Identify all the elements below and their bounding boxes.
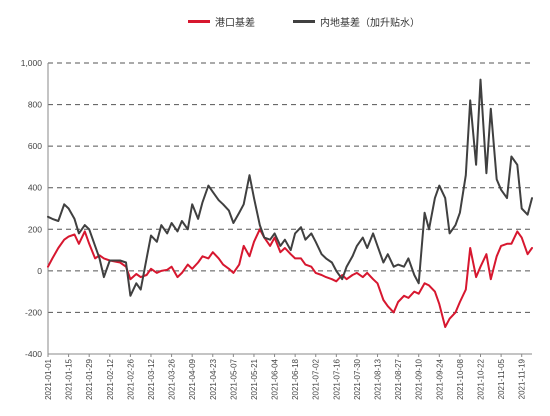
x-tick-label: 2021-08-13 bbox=[374, 358, 383, 399]
y-tick-label: 600 bbox=[28, 141, 42, 151]
x-tick-label: 2021-02-26 bbox=[126, 358, 135, 399]
series-line-port-basis bbox=[47, 228, 533, 328]
legend-swatch-port-basis bbox=[188, 20, 210, 23]
legend-item-port-basis: 港口基差 bbox=[188, 14, 255, 29]
x-tick-label: 2021-09-10 bbox=[415, 358, 424, 399]
x-tick-label: 2021-10-22 bbox=[477, 358, 486, 399]
legend-label-port-basis: 港口基差 bbox=[215, 18, 255, 29]
x-tick-label: 2021-04-23 bbox=[209, 358, 218, 399]
x-tick-label: 2021-05-07 bbox=[229, 358, 238, 399]
x-tick-label: 2021-01-01 bbox=[44, 358, 53, 399]
x-tick-label: 2021-10-08 bbox=[456, 358, 465, 399]
x-tick-label: 2021-06-18 bbox=[291, 358, 300, 399]
x-tick-label: 2021-02-12 bbox=[106, 358, 115, 399]
x-tick-label: 2021-01-15 bbox=[65, 358, 74, 399]
y-tick-label: 0 bbox=[37, 266, 42, 276]
x-tick-label: 2021-06-04 bbox=[271, 358, 280, 399]
y-tick-label: 1,000 bbox=[21, 58, 43, 68]
legend-item-inland-basis: 内地基差（加升贴水） bbox=[293, 14, 420, 29]
x-tick-label: 2021-08-27 bbox=[394, 358, 403, 399]
x-tick-label: 2021-07-02 bbox=[312, 358, 321, 399]
y-tick-label: 800 bbox=[28, 100, 42, 110]
series-line-inland-basis bbox=[47, 78, 533, 297]
legend-label-inland-basis: 内地基差（加升贴水） bbox=[320, 18, 420, 29]
y-tick-label: -400 bbox=[25, 349, 42, 359]
x-tick-label: 2021-11-19 bbox=[518, 358, 527, 399]
x-tick-label: 2021-09-24 bbox=[435, 358, 444, 399]
x-tick-label: 2021-03-26 bbox=[168, 358, 177, 399]
x-tick-label: 2021-03-12 bbox=[147, 358, 156, 399]
x-tick-label: 2021-07-16 bbox=[332, 358, 341, 399]
x-tick-label: 2021-07-30 bbox=[353, 358, 362, 399]
x-tick-label: 2021-04-09 bbox=[188, 358, 197, 399]
y-tick-label: -200 bbox=[25, 307, 42, 317]
x-tick-label: 2021-01-29 bbox=[85, 358, 94, 399]
y-tick-label: 200 bbox=[28, 224, 42, 234]
x-tick-label: 2021-05-21 bbox=[250, 358, 259, 399]
legend-swatch-inland-basis bbox=[293, 20, 315, 23]
y-tick-label: 400 bbox=[28, 183, 42, 193]
x-tick-label: 2021-11-05 bbox=[497, 358, 506, 399]
